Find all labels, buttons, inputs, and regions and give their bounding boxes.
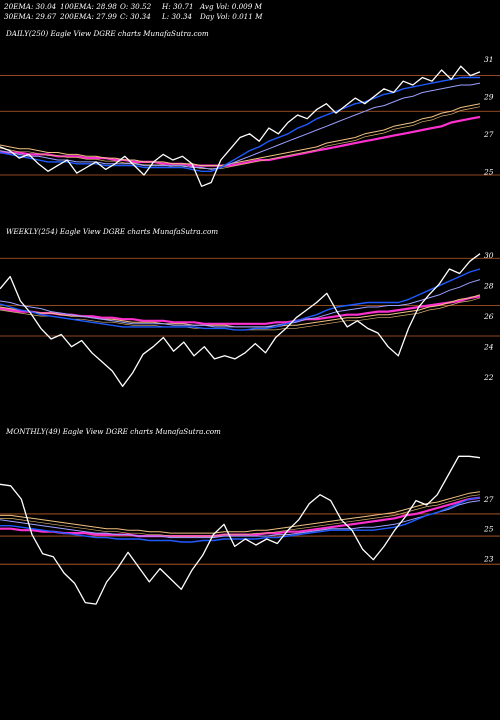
weekly-ema20-line <box>0 268 481 331</box>
daily-ema100-band-line <box>0 106 481 169</box>
daily-y-tick-label: 31 <box>484 55 494 64</box>
ema30-readout: 30EMA: 29.67 <box>4 12 57 21</box>
monthly-y-tick-label: 27 <box>483 495 494 504</box>
daily-y-tick-label: 25 <box>483 167 494 176</box>
daily-y-tick-label: 29 <box>483 92 494 101</box>
weekly-chart-title: WEEKLY(254) Eagle View DGRE charts Munaf… <box>6 227 219 236</box>
weekly-y-tick-label: 30 <box>484 251 494 260</box>
monthly-ema100-band-line <box>0 494 481 537</box>
monthly-ema20-line <box>0 497 481 543</box>
monthly-chart-title: MONTHLY(49) Eagle View DGRE charts Munaf… <box>6 427 221 436</box>
daily-ema30-line <box>0 82 481 170</box>
daily-ema200-line <box>0 115 481 167</box>
monthly-price-line <box>0 455 481 605</box>
low-readout: L: 30.34 <box>162 12 193 21</box>
ema200-readout: 200EMA: 27.99 <box>60 12 117 21</box>
daily-ema100-line <box>0 103 481 167</box>
day-vol-readout: Day Vol: 0.011 M <box>200 12 263 21</box>
daily-y-tick-label: 27 <box>483 130 494 139</box>
weekly-y-tick-label: 26 <box>483 312 494 321</box>
open-readout: O: 30.52 <box>120 2 152 11</box>
daily-price-line <box>0 65 481 187</box>
monthly-y-tick-label: 23 <box>483 554 494 563</box>
ema20-readout: 20EMA: 30.04 <box>4 2 57 11</box>
monthly-y-tick-label: 25 <box>483 525 494 534</box>
monthly-ema200-line <box>0 496 481 538</box>
weekly-ema30-line <box>0 279 481 328</box>
avg-vol-readout: Avg Vol: 0.009 M <box>200 2 262 11</box>
weekly-price-line <box>0 253 481 387</box>
close-readout: C: 30.34 <box>120 12 151 21</box>
monthly-ema100-line <box>0 491 481 534</box>
weekly-y-tick-label: 28 <box>483 282 494 291</box>
daily-chart-title: DAILY(250) Eagle View DGRE charts Munafa… <box>6 29 209 38</box>
ema100-readout: 100EMA: 28.98 <box>60 2 117 11</box>
high-readout: H: 30.71 <box>162 2 194 11</box>
weekly-y-tick-label: 24 <box>483 343 494 352</box>
weekly-y-tick-label: 22 <box>483 373 494 382</box>
daily-ema20-line <box>0 76 480 173</box>
